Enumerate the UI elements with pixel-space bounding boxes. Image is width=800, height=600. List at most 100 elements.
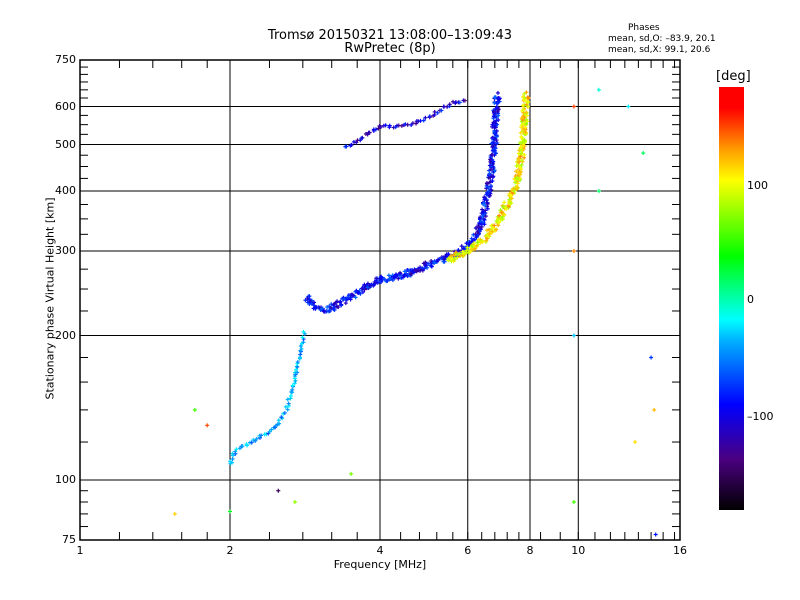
colorbar-label: [deg] [716, 69, 751, 84]
data-point [405, 122, 410, 127]
data-point [474, 234, 479, 239]
data-point [525, 119, 530, 124]
data-point [360, 290, 365, 295]
data-point [487, 163, 492, 168]
data-point [228, 459, 233, 464]
data-point [429, 263, 434, 268]
data-point [489, 183, 494, 188]
data-point [571, 249, 576, 254]
data-point [228, 509, 232, 514]
data-point [335, 299, 340, 304]
data-point [375, 280, 380, 285]
data-point [388, 276, 393, 281]
data-point [454, 250, 459, 255]
data-point [480, 239, 485, 244]
data-point [254, 436, 259, 441]
data-point [525, 100, 530, 105]
y-tick-label: 750 [55, 53, 76, 66]
data-point [496, 223, 501, 228]
data-point [487, 189, 492, 194]
data-point [474, 225, 479, 230]
data-point [426, 261, 431, 266]
data-point [521, 107, 526, 112]
data-point [522, 152, 527, 157]
data-point [483, 203, 488, 208]
data-point [279, 415, 284, 420]
data-point [450, 256, 455, 261]
data-point [492, 130, 497, 135]
data-point [445, 104, 450, 109]
data-point [633, 440, 638, 445]
data-point [517, 165, 522, 170]
data-point [467, 241, 472, 246]
data-point [339, 303, 344, 308]
y-tick-label: 100 [55, 473, 76, 487]
data-point [290, 383, 295, 388]
data-point [386, 273, 391, 278]
data-point [491, 165, 496, 170]
data-point [475, 229, 480, 234]
data-point [485, 236, 490, 241]
data-point [365, 285, 370, 290]
data-point [414, 121, 419, 126]
data-point [427, 114, 432, 119]
data-point [493, 146, 498, 151]
data-point [495, 90, 500, 95]
data-point [485, 206, 490, 211]
x-axis-label: Frequency [MHz] [333, 558, 427, 571]
data-point [432, 109, 437, 114]
data-point [406, 268, 411, 273]
data-point [652, 407, 657, 412]
data-point [421, 118, 426, 123]
data-point [448, 258, 453, 263]
data-point [468, 249, 473, 254]
data-point [423, 260, 428, 265]
data-point [396, 276, 401, 281]
data-point [378, 124, 383, 129]
data-point [479, 222, 484, 227]
data-point [482, 217, 487, 222]
data-point [349, 142, 354, 147]
data-point [371, 128, 376, 133]
data-point [282, 410, 287, 415]
data-point [367, 130, 372, 135]
data-point [497, 213, 502, 218]
data-point [492, 137, 497, 142]
data-point [322, 309, 327, 314]
data-point [455, 255, 460, 260]
data-point [399, 123, 404, 128]
data-point [423, 263, 428, 268]
chart-title-line1: Tromsø 20150321 13:08:00–13:09:43 [267, 28, 513, 43]
data-point [473, 246, 478, 251]
data-point [522, 138, 527, 143]
data-point [295, 360, 300, 365]
data-point [596, 189, 601, 194]
data-point [379, 275, 384, 280]
data-point [365, 281, 370, 286]
data-point [571, 333, 576, 338]
data-point [523, 129, 528, 134]
data-point [496, 100, 501, 105]
data-point [299, 346, 304, 351]
data-point [476, 242, 481, 247]
colorbar-tick-100: 100 [747, 179, 768, 192]
data-point [259, 433, 264, 438]
grid-lines [80, 60, 680, 540]
data-point [385, 278, 390, 283]
data-point [205, 423, 210, 428]
data-point [526, 95, 531, 100]
data-point [267, 429, 272, 434]
data-point [480, 207, 485, 212]
data-point [475, 240, 480, 245]
data-point [313, 306, 318, 311]
data-point [478, 215, 483, 220]
data-point [518, 130, 523, 135]
data-point [496, 107, 501, 112]
phase-stats-x-mode: mean, sd,X: 99.1, 20.6 [608, 45, 711, 55]
data-point [486, 175, 491, 180]
x-tick-label: 1 [76, 544, 84, 557]
data-point [517, 171, 522, 176]
data-point [447, 102, 452, 107]
data-point [298, 344, 303, 349]
